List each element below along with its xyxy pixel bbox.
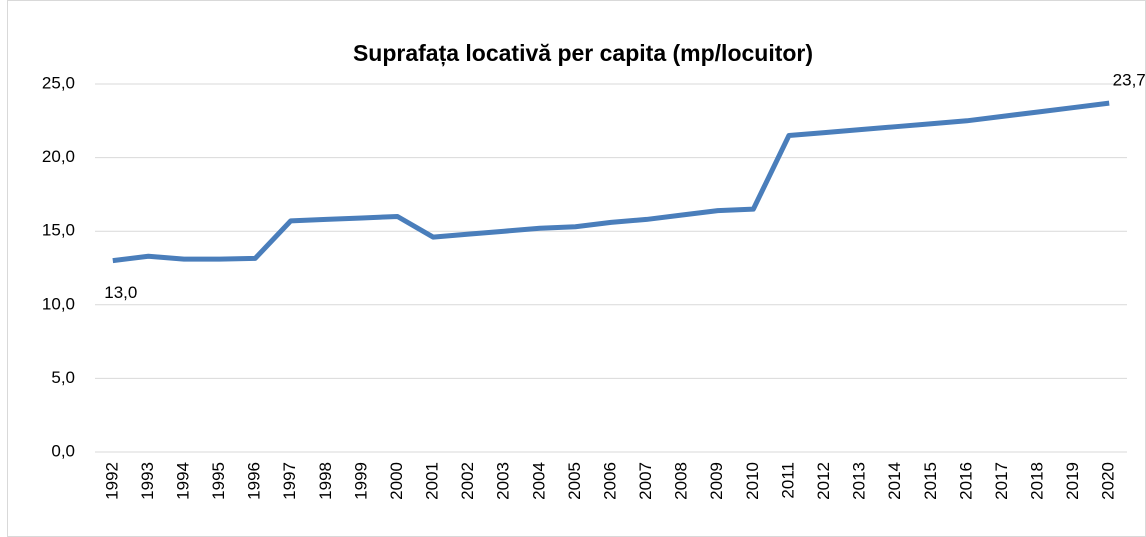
x-tick-label: 2020 — [1099, 462, 1118, 500]
x-tick-label: 1997 — [280, 462, 299, 500]
x-tick-label: 2010 — [743, 462, 762, 500]
data-label: 23,7 — [1113, 71, 1146, 90]
chart-title: Suprafața locativă per capita (mp/locuit… — [353, 40, 813, 67]
x-tick-label: 2005 — [565, 462, 584, 500]
x-tick-label: 2017 — [992, 462, 1011, 500]
x-tick-label: 1992 — [102, 462, 121, 500]
data-label: 13,0 — [104, 283, 137, 302]
x-tick-label: 2003 — [494, 462, 513, 500]
y-tick-label: 0,0 — [51, 441, 75, 460]
x-tick-label: 2007 — [636, 462, 655, 500]
x-tick-label: 2000 — [387, 462, 406, 500]
x-tick-label: 2002 — [458, 462, 477, 500]
x-tick-label: 2014 — [885, 462, 904, 500]
y-tick-label: 25,0 — [42, 73, 75, 92]
x-tick-label: 2018 — [1028, 462, 1047, 500]
y-tick-label: 5,0 — [51, 368, 75, 387]
x-tick-label: 2004 — [529, 462, 548, 500]
chart-frame — [7, 0, 1146, 537]
data-line — [112, 100, 1110, 264]
x-tick-label: 2006 — [600, 462, 619, 500]
x-tick-label: 2013 — [850, 462, 869, 500]
x-tick-label: 1996 — [245, 462, 264, 500]
y-tick-label: 15,0 — [42, 221, 75, 240]
x-tick-label: 2011 — [778, 462, 797, 499]
x-tick-label: 1998 — [316, 462, 335, 500]
x-tick-label: 2001 — [423, 462, 442, 500]
y-tick-label: 20,0 — [42, 147, 75, 166]
x-tick-label: 1999 — [351, 462, 370, 500]
x-tick-label: 2019 — [1063, 462, 1082, 500]
x-tick-label: 1993 — [138, 462, 157, 500]
x-tick-label: 2016 — [956, 462, 975, 500]
x-tick-label: 1994 — [173, 462, 192, 500]
x-tick-label: 2015 — [921, 462, 940, 500]
x-tick-label: 2009 — [707, 462, 726, 500]
y-tick-label: 10,0 — [42, 294, 75, 313]
x-tick-label: 1995 — [209, 462, 228, 500]
x-tick-label: 2012 — [814, 462, 833, 500]
x-tick-label: 2008 — [672, 462, 691, 500]
